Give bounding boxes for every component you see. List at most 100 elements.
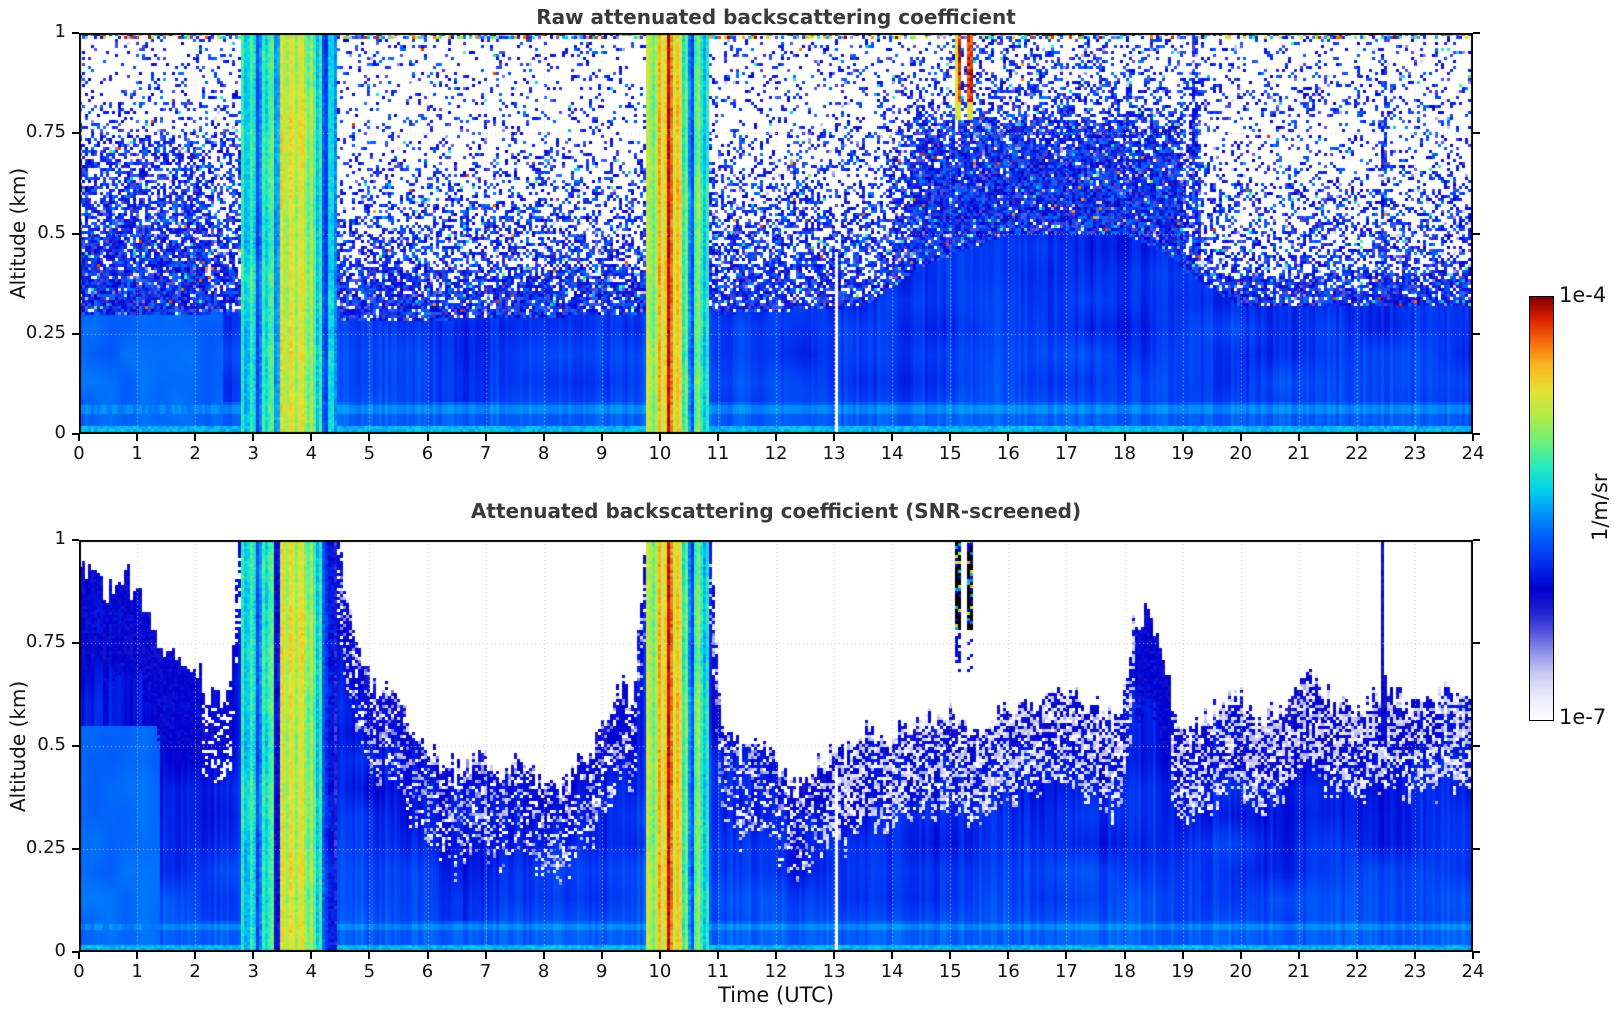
x-tick-label: 20 (1229, 961, 1253, 982)
x-tick-label: 10 (648, 443, 672, 464)
x-tick (1413, 952, 1416, 959)
x-tick (1297, 952, 1300, 959)
x-tick-label: 16 (996, 961, 1020, 982)
x-tick (310, 952, 313, 959)
y-tick-label: 0 (54, 422, 66, 443)
x-tick (542, 952, 545, 959)
x-tick-label: 5 (363, 443, 376, 464)
x-tick-label: 22 (1345, 443, 1369, 464)
x-tick-label: 12 (764, 443, 788, 464)
screened-backscatter-heatmap (79, 540, 1473, 952)
x-tick (949, 434, 952, 441)
x-tick-label: 9 (596, 961, 608, 982)
panel1-title: Raw attenuated backscattering coefficien… (536, 5, 1016, 29)
x-tick (136, 952, 139, 959)
y-tick-label: 0.75 (25, 631, 66, 652)
x-tick (600, 952, 603, 959)
x-tick (368, 434, 371, 441)
y-tick (72, 232, 79, 235)
y-tick-label: 0.5 (37, 221, 66, 243)
x-tick (600, 434, 603, 441)
y-tick-right (1473, 951, 1480, 953)
x-tick (78, 434, 80, 441)
x-tick-label: 18 (1113, 961, 1136, 982)
x-tick (252, 952, 255, 959)
x-tick-label: 16 (996, 443, 1020, 464)
y-tick (72, 642, 79, 644)
x-tick-label: 2 (189, 961, 201, 982)
colorbar (1529, 296, 1554, 721)
x-tick-label: 6 (421, 961, 434, 982)
y-tick-right (1473, 132, 1480, 135)
x-tick (1065, 952, 1068, 959)
colorbar-max-label: 1e-4 (1559, 283, 1607, 307)
y-tick-right (1473, 745, 1480, 747)
x-tick (1239, 952, 1242, 959)
y-tick-label: 0 (54, 940, 66, 961)
y-tick-label: 1 (54, 21, 66, 42)
x-tick (1355, 434, 1358, 441)
x-tick (484, 952, 487, 959)
x-tick (658, 952, 661, 959)
x-tick (1181, 434, 1184, 441)
x-tick-label: 12 (764, 961, 788, 982)
x-tick-label: 6 (421, 443, 434, 464)
colorbar-unit-label: 1/m/sr (1588, 473, 1612, 541)
x-tick (136, 434, 139, 441)
x-tick (833, 952, 836, 959)
x-tick-label: 20 (1229, 443, 1253, 464)
x-tick-label: 4 (305, 961, 318, 982)
x-tick (1355, 952, 1358, 959)
x-tick (1123, 952, 1126, 959)
x-tick-label: 21 (1287, 961, 1311, 982)
x-tick (833, 434, 836, 441)
x-tick (78, 952, 80, 959)
y-tick-label: 0.5 (37, 734, 66, 755)
x-tick-label: 4 (305, 443, 318, 464)
x-tick (194, 952, 197, 959)
x-tick (1413, 434, 1416, 441)
y-tick (72, 32, 79, 34)
x-tick (194, 434, 197, 441)
x-tick-label: 14 (880, 961, 904, 982)
x-tick (1007, 952, 1010, 959)
y-tick-right (1473, 332, 1480, 335)
x-tick-label: 15 (938, 443, 962, 464)
x-tick-label: 17 (1054, 443, 1078, 464)
x-tick-label: 15 (938, 961, 962, 982)
x-tick-label: 11 (706, 961, 730, 982)
x-tick-label: 8 (537, 443, 550, 464)
x-tick (484, 434, 487, 441)
x-tick (775, 952, 777, 959)
x-tick-label: 0 (73, 443, 85, 464)
x-tick (716, 952, 719, 959)
x-tick-label: 10 (648, 961, 672, 982)
x-tick-label: 8 (537, 961, 550, 982)
y-tick (72, 951, 79, 953)
x-tick-label: 3 (247, 961, 259, 982)
x-tick (1472, 434, 1474, 441)
x-tick (368, 952, 371, 959)
x-tick-label: 9 (596, 443, 608, 464)
y-tick-label: 0.75 (25, 121, 66, 143)
x-tick (1065, 434, 1068, 441)
y-tick (72, 433, 79, 435)
raw-backscatter-heatmap (79, 33, 1473, 434)
x-tick-label: 24 (1461, 961, 1485, 982)
x-tick (1181, 952, 1184, 959)
x-tick-label: 7 (479, 961, 492, 982)
y-tick (72, 132, 79, 135)
x-tick (891, 952, 894, 959)
x-tick (1472, 952, 1474, 959)
x-tick-label: 23 (1403, 443, 1427, 464)
y-tick-right (1473, 642, 1480, 644)
x-tick-label: 13 (822, 443, 846, 464)
x-tick (891, 434, 894, 441)
x-tick-label: 2 (189, 443, 201, 464)
x-tick-label: 13 (822, 961, 846, 982)
x-tick (1297, 434, 1300, 441)
x-tick-label: 7 (479, 443, 492, 464)
y-tick-label: 0.25 (25, 837, 66, 858)
x-tick-label: 19 (1171, 961, 1195, 982)
